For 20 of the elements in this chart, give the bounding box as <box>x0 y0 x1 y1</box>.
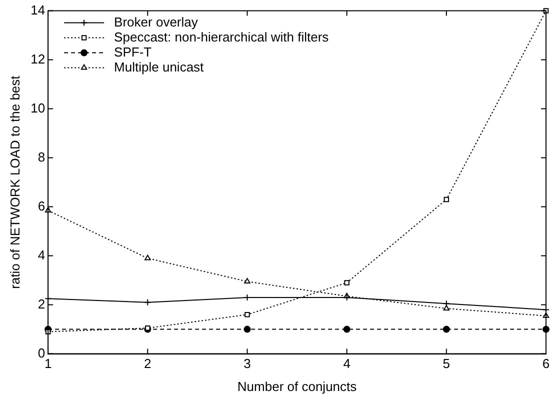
x-tick-label: 1 <box>44 356 52 372</box>
x-axis-title: Number of conjuncts <box>237 378 358 394</box>
legend-label: Broker overlay <box>114 14 198 30</box>
y-tick-label: 12 <box>30 51 46 66</box>
x-tick-label: 5 <box>442 356 450 372</box>
x-tick-label: 3 <box>244 356 251 372</box>
legend-label: SPF-T <box>114 44 152 60</box>
y-tick-label: 6 <box>38 198 46 214</box>
x-tick-label: 6 <box>542 356 550 372</box>
y-tick-label: 8 <box>38 149 46 164</box>
x-tick-label: 4 <box>343 356 350 372</box>
y-tick-label: 0 <box>38 345 46 360</box>
y-tick-label: 10 <box>30 100 46 116</box>
y-axis-title: ratio of NETWORK LOAD to the best <box>7 75 22 289</box>
legend-label: Speccast: non-hierarchical with filters <box>114 29 330 44</box>
y-tick-label: 2 <box>38 296 46 312</box>
y-tick-label: 14 <box>30 2 46 18</box>
legend-label: Multiple unicast <box>114 59 204 74</box>
x-tick-label: 2 <box>144 356 152 372</box>
y-tick-label: 4 <box>38 247 46 262</box>
